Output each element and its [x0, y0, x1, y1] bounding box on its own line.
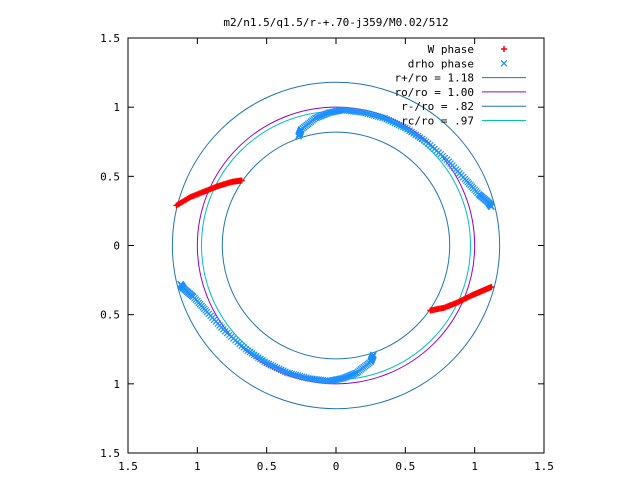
w-phase-point: [488, 284, 495, 290]
x-tick-label: 0.5: [395, 460, 415, 473]
drho-phase-point: [389, 118, 397, 126]
drho-phase-point: [397, 122, 405, 130]
drho-phase-point: [383, 115, 391, 123]
x-tick-label: 0: [333, 460, 340, 473]
x-tick-label: 1: [471, 460, 478, 473]
drho-phase-point: [271, 363, 279, 371]
drho-phase-point: [296, 372, 304, 380]
circle-3: [221, 131, 451, 360]
legend-item: rc/ro = .97: [401, 115, 526, 128]
drho-phase-point: [284, 369, 291, 377]
y-tick-label: 0: [113, 240, 120, 253]
reference-circles: [171, 81, 501, 410]
x-tick-label: 1: [194, 460, 201, 473]
drho-phase-point: [399, 123, 407, 131]
plot-frame: [127, 37, 545, 454]
chart-title: m2/n1.5/q1.5/r-+.70-j359/M0.02/512: [223, 16, 448, 29]
circle-4: [200, 110, 472, 381]
legend-label: drho phase: [408, 57, 474, 70]
y-tick-label: 1: [113, 101, 120, 114]
drho-phase-point: [379, 114, 386, 122]
legend-label: rc/ro = .97: [401, 115, 474, 128]
legend-item: r+/ro = 1.18: [395, 72, 526, 85]
drho-phase-point: [376, 113, 384, 121]
legend-label: r-/ro = .82: [401, 100, 474, 113]
drho-phase-point: [279, 367, 287, 375]
drho-phase-point: [286, 369, 293, 377]
legend-item: drho phase: [408, 57, 508, 70]
drho-phase-point: [267, 361, 275, 369]
legend-item: W phase: [428, 43, 507, 56]
y-tick-label: 0.5: [100, 309, 120, 322]
drho-phase-point: [364, 110, 372, 118]
drho-phase-point: [360, 109, 368, 117]
drho-phase-point: [269, 362, 277, 370]
w-phase-point: [238, 177, 245, 184]
y-tick-label: 0.5: [100, 170, 120, 183]
drho-phase-point: [290, 371, 298, 378]
drho-phase-point: [372, 112, 380, 120]
x-tick-label: 0.5: [257, 460, 277, 473]
circle-2: [196, 106, 476, 385]
data-series: [173, 106, 495, 385]
drho-phase-point: [374, 113, 382, 120]
drho-phase-point: [273, 364, 281, 372]
legend-item: ro/ro = 1.00: [395, 86, 526, 99]
drho-phase-point: [265, 360, 273, 368]
drho-phase-point: [288, 370, 296, 378]
x-tick-label: 1.5: [118, 460, 138, 473]
drho-phase-point: [393, 120, 401, 128]
drho-phase-point: [292, 371, 300, 379]
drho-phase-point: [487, 203, 495, 211]
legend-label: r+/ro = 1.18: [395, 72, 474, 85]
drho-phase-point: [368, 111, 376, 119]
drho-phase-point: [281, 368, 289, 376]
drho-phase-point: [275, 365, 283, 373]
drho-phase-point: [387, 117, 395, 125]
drho-phase-point: [366, 110, 374, 118]
axis-ticks: 1.5 1 0.5 0 0.5 1 1.51.510.500.511.5: [100, 32, 554, 473]
legend-label: ro/ro = 1.00: [395, 86, 474, 99]
drho-phase-point: [385, 116, 393, 124]
drho-phase-point: [298, 373, 306, 381]
drho-phase-point: [300, 373, 308, 381]
drho-phase-point: [370, 112, 378, 119]
drho-phase-point: [177, 280, 185, 288]
legend-item: r-/ro = .82: [401, 100, 526, 113]
legend-label: W phase: [428, 43, 474, 56]
y-tick-label: 1.5: [100, 32, 120, 45]
drho-phase-point: [362, 109, 370, 117]
drho-phase-point: [304, 374, 312, 382]
circle-1: [171, 81, 501, 410]
drho-phase-point: [395, 121, 403, 129]
y-tick-label: 1: [113, 378, 120, 391]
drho-phase-point: [277, 366, 285, 374]
drho-phase-point: [381, 114, 388, 122]
x-tick-label: 1.5: [534, 460, 554, 473]
drho-phase-point: [391, 119, 399, 127]
drho-phase-point: [302, 374, 310, 382]
y-tick-label: 1.5: [100, 447, 120, 460]
drho-phase-point: [294, 372, 302, 379]
